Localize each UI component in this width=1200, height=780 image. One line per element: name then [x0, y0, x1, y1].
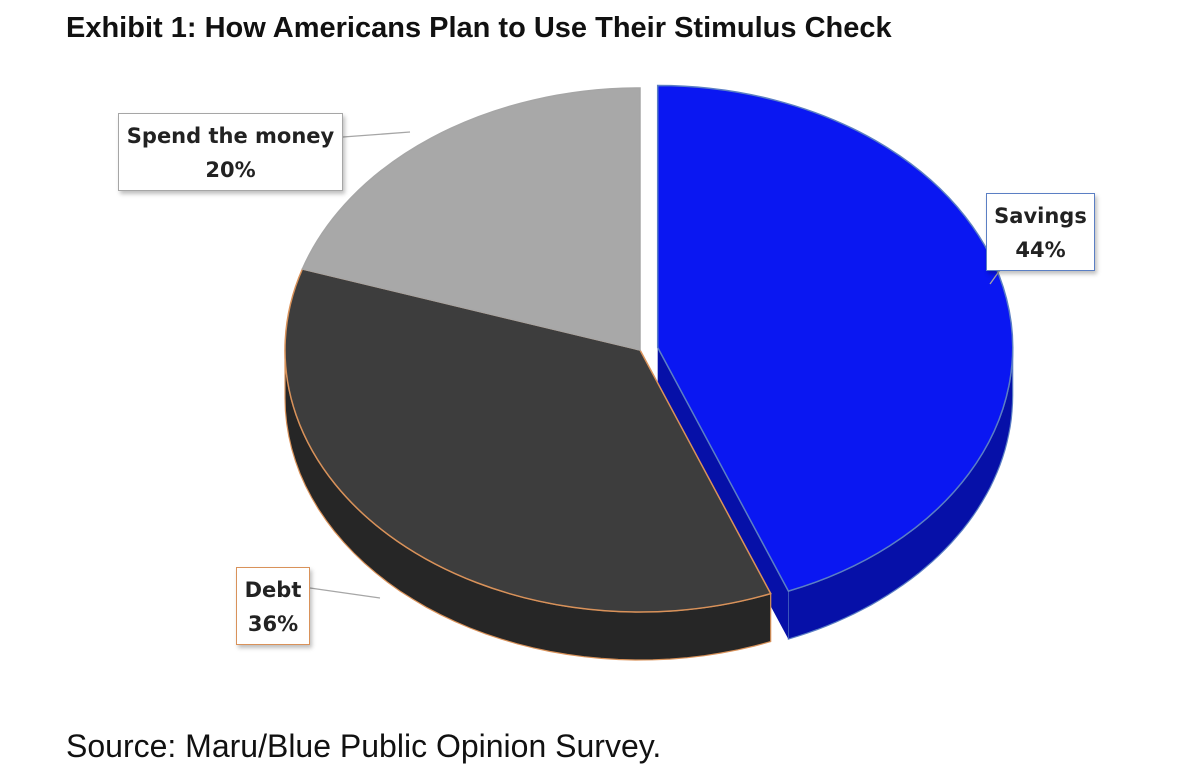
data-label-savings-value: 44% [1015, 238, 1066, 262]
data-label-spend-the-money-name: Spend the money [126, 124, 335, 148]
data-label-debt: Debt 36% [236, 567, 310, 645]
data-label-savings-name: Savings [994, 204, 1087, 228]
label-leader-lines [309, 131, 1001, 599]
pie-slice-spend-the-money [301, 87, 641, 351]
data-label-spend-the-money: Spend the money 20% [118, 113, 343, 191]
data-label-debt-name: Debt [244, 578, 302, 602]
data-label-savings: Savings 44% [986, 193, 1095, 271]
chart-title: Exhibit 1: How Americans Plan to Use The… [66, 12, 892, 44]
pie-slice-savings [656, 84, 1014, 592]
leader-line-debt [309, 587, 381, 599]
leader-line-savings [989, 269, 1001, 285]
pie-slices [284, 84, 1014, 613]
source-note: Source: Maru/Blue Public Opinion Survey. [66, 728, 662, 764]
pie-slice-debt [284, 268, 772, 613]
data-label-spend-the-money-value: 20% [205, 158, 256, 182]
data-label-debt-value: 36% [247, 612, 299, 636]
leader-line-spend-the-money [342, 131, 411, 138]
